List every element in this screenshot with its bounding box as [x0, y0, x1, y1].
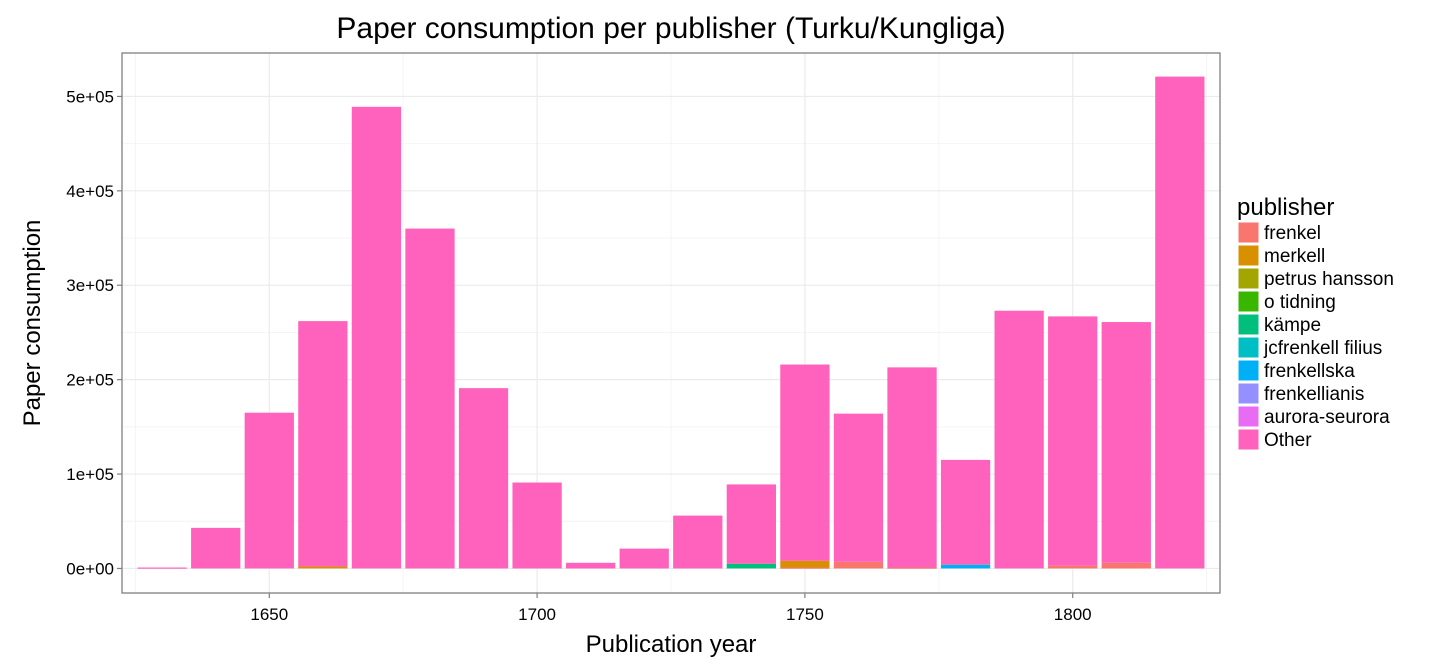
y-axis: 0e+00 1e+05 2e+05 3e+05 4e+05 5e+05 [66, 87, 122, 578]
legend-swatch [1237, 336, 1260, 359]
bar-segment [458, 388, 509, 569]
x-tick-label: 1700 [518, 605, 556, 624]
legend-label: merkell [1264, 246, 1325, 267]
y-tick-label: 2e+05 [66, 371, 114, 390]
y-axis-title: Paper consumption [19, 220, 46, 427]
bar-segment [1155, 76, 1205, 569]
bar-segment [1101, 562, 1151, 569]
legend-label: jcfrenkell filius [1263, 338, 1382, 359]
legend-swatch [1237, 313, 1260, 336]
bar-segment [566, 562, 616, 569]
x-tick-label: 1750 [786, 605, 824, 624]
x-axis-title: Publication year [586, 631, 757, 658]
bar-segment [726, 484, 776, 564]
bar-segment [780, 364, 830, 561]
legend-swatch [1237, 267, 1260, 290]
bar-segment [244, 412, 294, 569]
legend-swatch [1237, 382, 1260, 405]
x-tick-label: 1650 [250, 605, 288, 624]
bar-segment [351, 106, 402, 569]
legend-label: frenkellska [1264, 361, 1355, 382]
y-tick-label: 5e+05 [66, 87, 114, 106]
bar-segment [405, 228, 455, 569]
legend-label: kämpe [1264, 315, 1321, 336]
bar-segment [619, 548, 669, 569]
bar-segment [673, 515, 723, 569]
legend-swatch [1237, 428, 1260, 451]
legend-label: frenkel [1264, 223, 1321, 244]
bar-segment [191, 527, 241, 569]
bar-segment [833, 561, 884, 569]
bar-segment [940, 459, 991, 565]
bar-segment [298, 321, 348, 567]
bar-segment [887, 367, 937, 568]
y-tick-label: 3e+05 [66, 276, 114, 295]
legend-label: o tidning [1264, 292, 1336, 313]
bar-segment [298, 566, 348, 569]
y-tick-label: 4e+05 [66, 182, 114, 201]
bar-segment [726, 563, 776, 569]
plot-border [121, 52, 1221, 594]
bar-segment [512, 482, 562, 569]
bar-segment [1101, 322, 1151, 563]
y-tick-label: 0e+00 [66, 559, 114, 578]
bar-segment [1048, 316, 1098, 566]
bar-segment [940, 564, 991, 569]
bar-segment [780, 567, 830, 569]
legend-swatch [1237, 290, 1260, 313]
chart-title: Paper consumption per publisher (Turku/K… [336, 12, 1005, 45]
bar-segment [994, 310, 1044, 569]
bar-segment [780, 560, 830, 568]
bar-segment [887, 567, 937, 569]
legend-label: aurora-seurora [1264, 407, 1390, 428]
bar-segment [1048, 565, 1098, 569]
legend-title: publisher [1237, 194, 1334, 221]
legend-swatch [1237, 244, 1260, 267]
bar-segment [137, 567, 187, 569]
y-tick-label: 1e+05 [66, 465, 114, 484]
legend-label: Other [1264, 430, 1312, 451]
legend-label: frenkellianis [1264, 384, 1364, 405]
x-axis: 1650 1700 1750 1800 [250, 593, 1092, 624]
bar-segment [833, 413, 884, 562]
x-tick-label: 1800 [1054, 605, 1092, 624]
legend-swatch [1237, 359, 1260, 382]
legend-label: petrus hansson [1264, 269, 1394, 290]
legend-swatch [1237, 221, 1260, 244]
bars [137, 76, 1205, 569]
legend-swatch [1237, 405, 1260, 428]
